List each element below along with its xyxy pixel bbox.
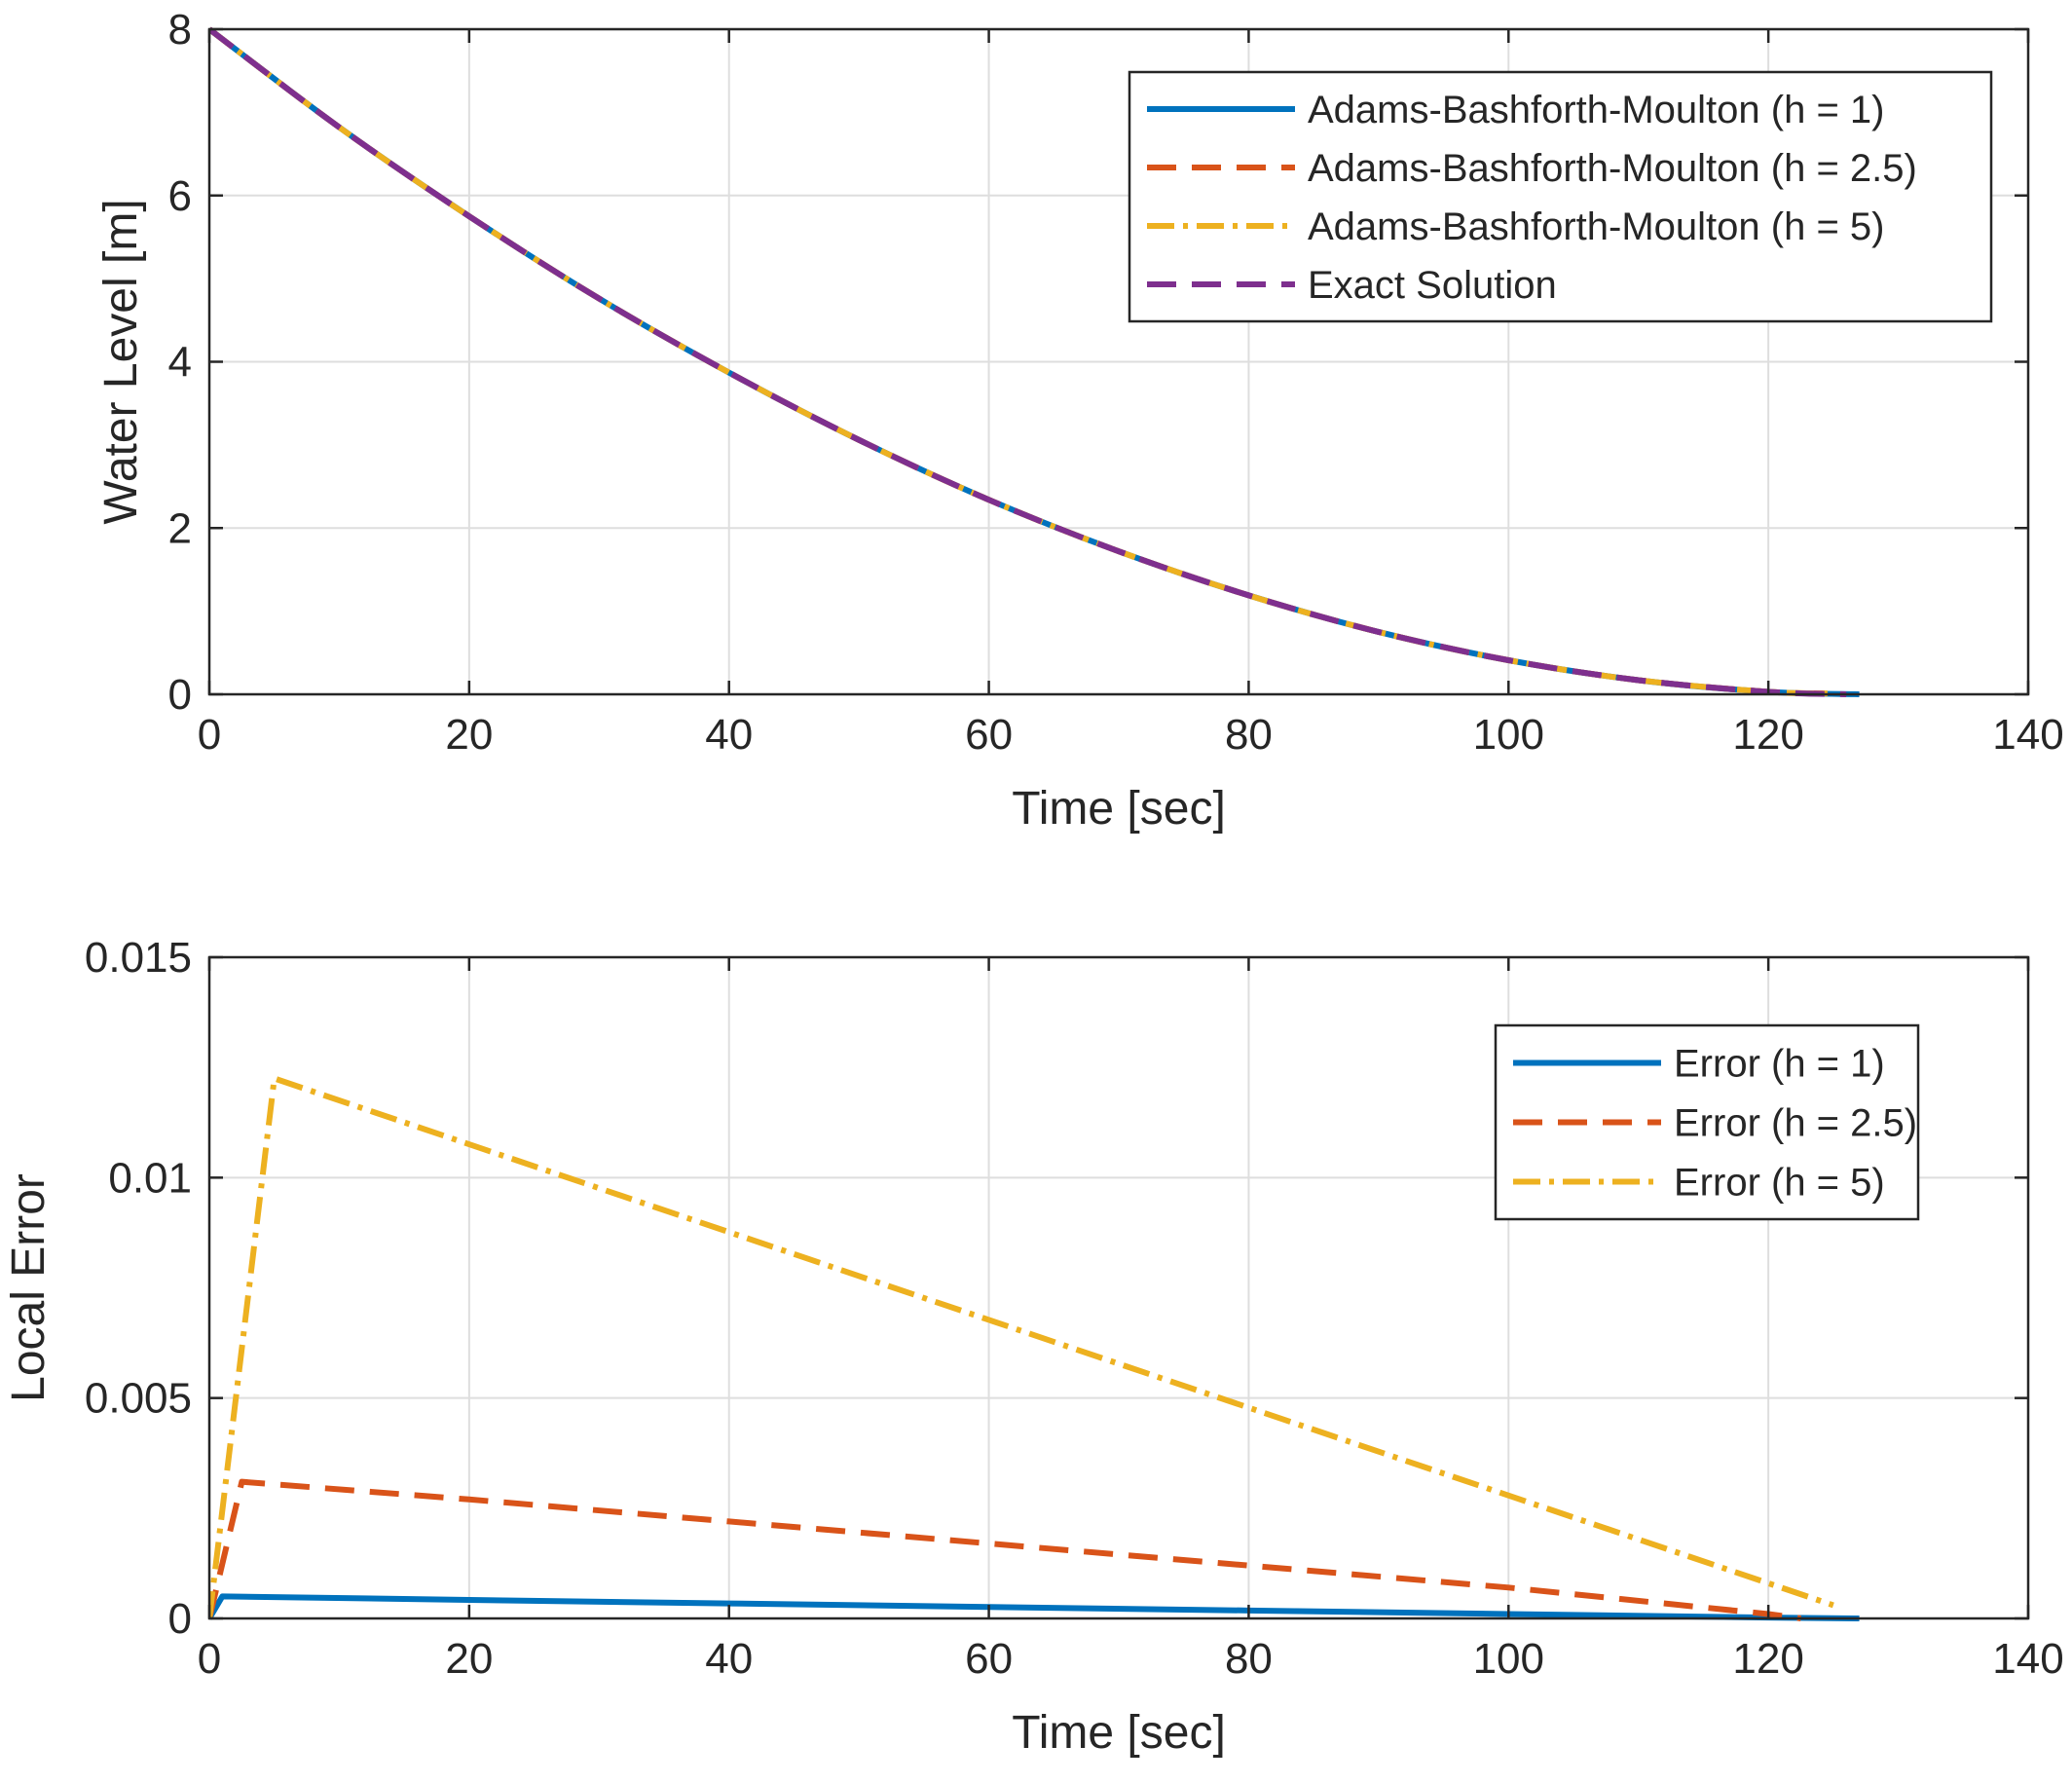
y-tick-label: 0 — [168, 1595, 192, 1643]
x-tick-label: 120 — [1732, 711, 1803, 759]
series-group — [209, 26, 1860, 697]
y-tick-label: 0 — [168, 671, 192, 719]
y-tick-label: 0.015 — [85, 934, 192, 982]
x-tick-label: 20 — [445, 711, 493, 759]
legend-label: Error (h = 5) — [1674, 1162, 1885, 1205]
x-tick-label: 80 — [1225, 711, 1273, 759]
legend-label: Adams-Bashforth-Moulton (h = 1) — [1308, 89, 1884, 131]
x-axis-label: Time [sec] — [1012, 1707, 1226, 1759]
legend: Error (h = 1) Error (h = 2.5) Error (h = 5… — [1494, 1023, 1920, 1221]
series-line-2 — [209, 1478, 1801, 1621]
x-tick-label: 40 — [705, 1635, 753, 1683]
bottom-subplot: 0 20 40 60 80 100 120 140 0 0.005 0.01 0.015 Time [s… — [3, 934, 2064, 1759]
y-tick-label: 4 — [168, 339, 192, 387]
x-tick-label: 100 — [1473, 711, 1544, 759]
axes-box — [207, 955, 2030, 1620]
x-tick-label: 20 — [445, 1635, 493, 1683]
legend-label: Adams-Bashforth-Moulton (h = 5) — [1308, 205, 1884, 248]
top-subplot: 0 20 40 60 80 100 120 140 0 2 4 6 8 Time [sec] Water L… — [95, 6, 2064, 835]
x-tick-label: 40 — [705, 711, 753, 759]
x-tick-label: 140 — [1992, 1635, 2063, 1683]
legend-label: Error (h = 2.5) — [1674, 1102, 1917, 1145]
legend: Adams-Bashforth-Moulton (h = 1) Adams-Bas… — [1128, 70, 1993, 323]
x-axis-label: Time [sec] — [1012, 783, 1226, 835]
series-line-4 — [209, 26, 1847, 697]
series-line-3 — [209, 1075, 1834, 1619]
y-tick-label: 0.005 — [85, 1375, 192, 1423]
y-axis-label: Water Level [m] — [95, 199, 147, 524]
x-tick-label: 140 — [1992, 711, 2063, 759]
x-tick-label: 60 — [965, 1635, 1013, 1683]
legend-label: Exact Solution — [1308, 264, 1557, 307]
x-tick-label: 0 — [198, 711, 221, 759]
x-tick-label: 80 — [1225, 1635, 1273, 1683]
y-tick-label: 8 — [168, 6, 192, 54]
x-tick-label: 100 — [1473, 1635, 1544, 1683]
x-tick-label: 120 — [1732, 1635, 1803, 1683]
legend-box — [1128, 70, 1993, 323]
legend-label: Adams-Bashforth-Moulton (h = 2.5) — [1308, 147, 1917, 190]
legend-label: Error (h = 1) — [1674, 1043, 1885, 1086]
x-tick-label: 0 — [198, 1635, 221, 1683]
y-tick-label: 6 — [168, 172, 192, 220]
y-tick-label: 0.01 — [108, 1154, 192, 1202]
y-tick-label: 2 — [168, 504, 192, 552]
x-tick-label: 60 — [965, 711, 1013, 759]
y-axis-label: Local Error — [3, 1173, 55, 1402]
